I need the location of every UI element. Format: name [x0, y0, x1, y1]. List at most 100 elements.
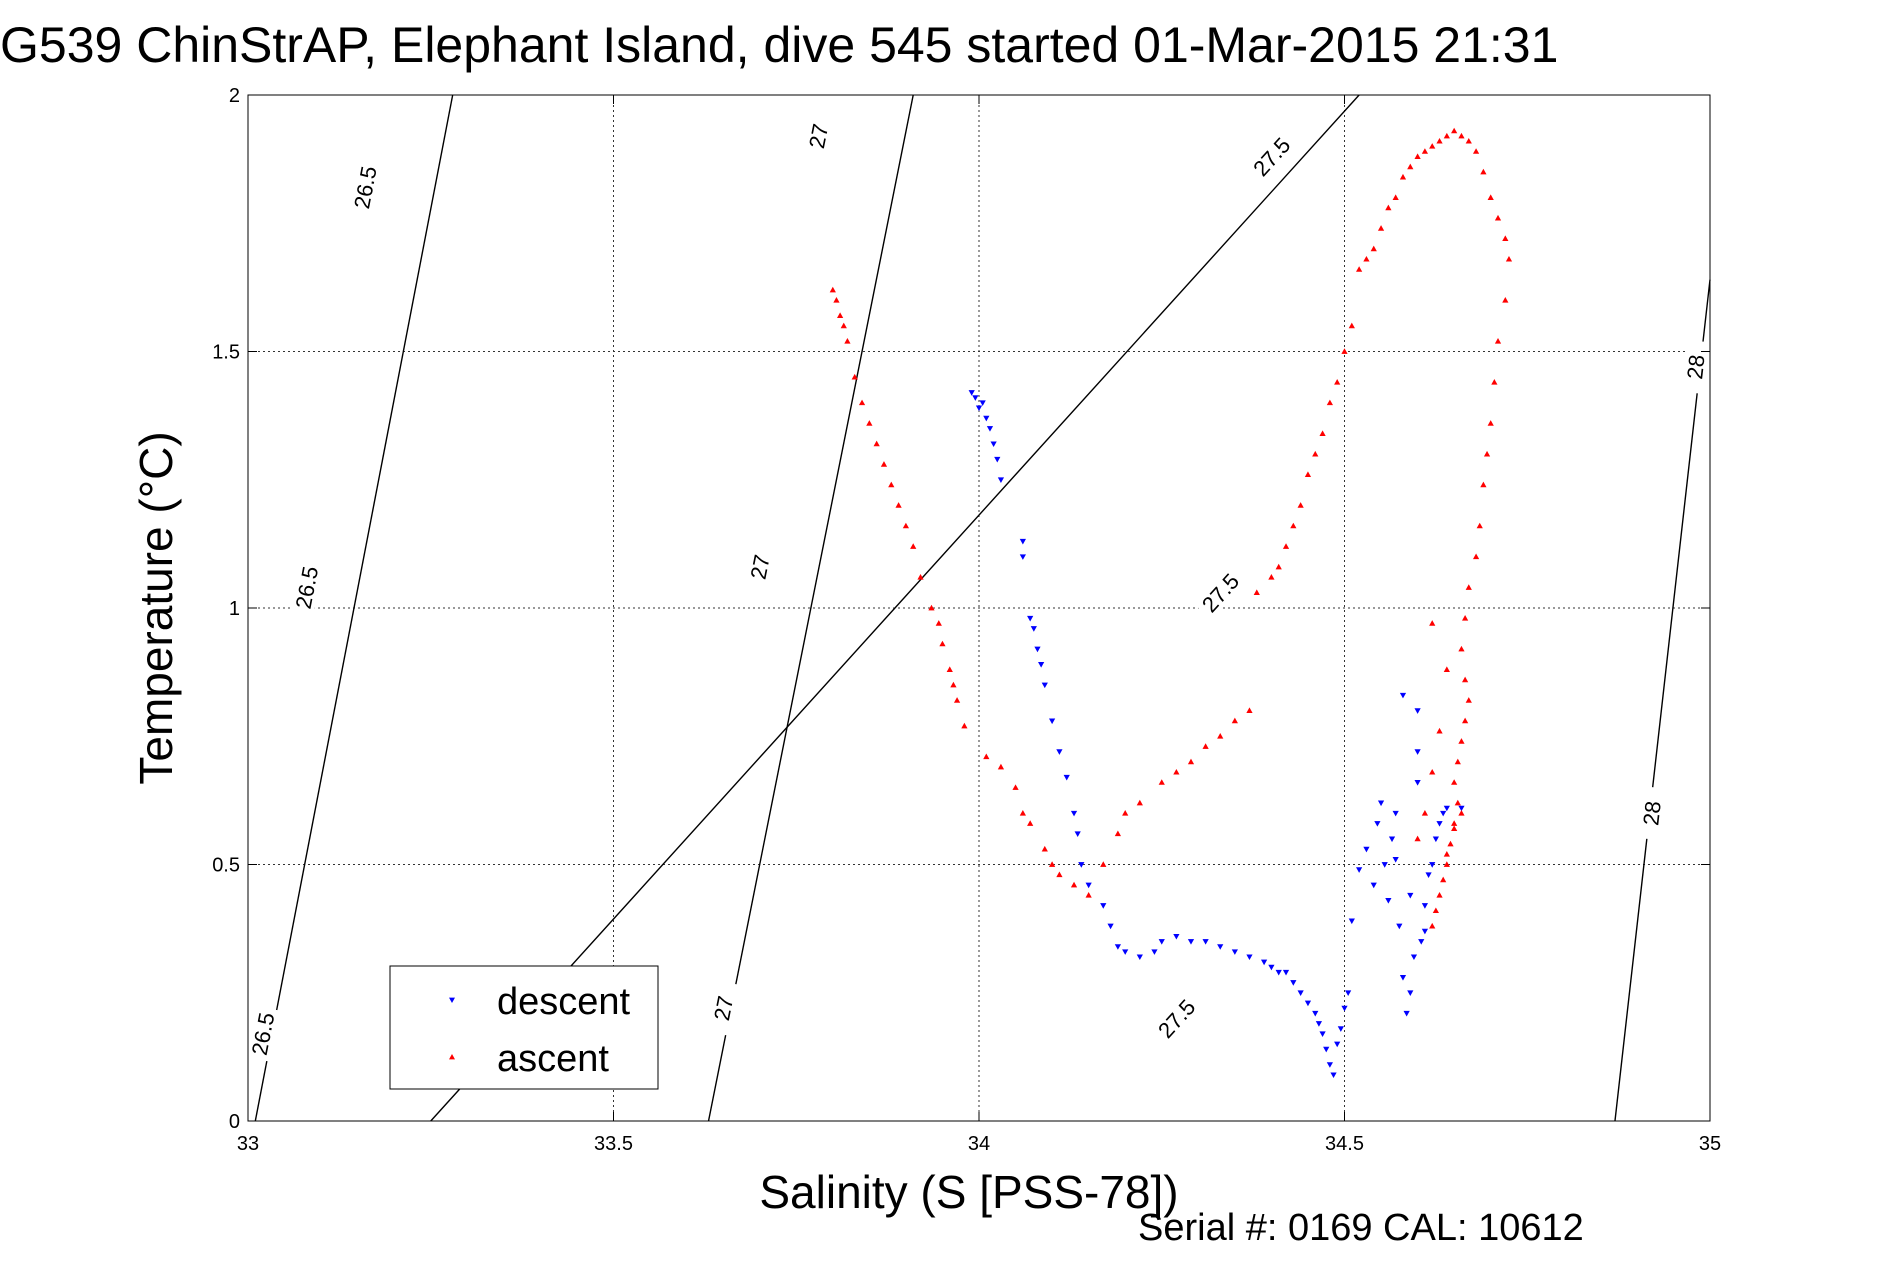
descent-point-55	[1363, 846, 1370, 853]
descent-point-80	[1458, 805, 1465, 812]
descent-point-47	[1326, 1062, 1333, 1068]
descent-point-75	[1436, 821, 1443, 827]
ascent-point-18	[946, 666, 953, 672]
ascent-point-7	[866, 420, 873, 426]
ascent-point-53	[1334, 379, 1341, 385]
isopycnal-label-bg-1-2	[801, 108, 836, 164]
descent-point-7	[994, 456, 1001, 463]
descent-point-20	[1074, 831, 1081, 837]
descent-point-0	[968, 390, 975, 396]
ascent-point-24	[1012, 784, 1019, 790]
isopycnal-label-bg-2-0	[1150, 991, 1203, 1046]
ascent-point-61	[1392, 194, 1399, 200]
ascent-point-20	[953, 697, 961, 703]
isopycnal-label-0-2: 26.5	[349, 164, 382, 211]
ascent-point-1	[833, 296, 840, 303]
ascent-point-49	[1304, 471, 1312, 477]
x-tick-label-0: 33	[237, 1133, 259, 1155]
descent-point-59	[1381, 862, 1388, 868]
ascent-point-63	[1407, 163, 1414, 170]
descent-point-2	[975, 405, 983, 412]
serial-cal-footer: Serial #: 0169 CAL: 10612	[1138, 1207, 1584, 1249]
descent-point-45	[1319, 1031, 1326, 1038]
descent-point-34	[1231, 949, 1238, 955]
ascent-point-104	[1421, 809, 1429, 816]
isopycnal-label-bg-1-1	[742, 539, 777, 595]
y-tick-label-0: 0	[229, 1111, 240, 1133]
legend-box	[389, 965, 659, 1090]
ascent-point-23	[997, 763, 1005, 770]
descent-point-53	[1348, 918, 1355, 925]
ascent-point-33	[1114, 830, 1121, 837]
ascent-point-6	[858, 399, 866, 406]
descent-point-35	[1246, 954, 1253, 961]
ascent-point-87	[1462, 615, 1469, 621]
legend-marker-ascent	[449, 1054, 455, 1060]
grid	[248, 95, 1710, 1121]
descent-point-56	[1370, 882, 1377, 889]
ascent-point-51	[1319, 430, 1326, 436]
ascent-point-29	[1056, 871, 1063, 878]
descent-point-37	[1268, 964, 1275, 971]
ascent-point-47	[1290, 522, 1297, 529]
descent-point-67	[1410, 954, 1418, 961]
descent-point-39	[1282, 969, 1290, 976]
ascent-point-92	[1458, 738, 1465, 744]
ascent-point-79	[1494, 338, 1502, 344]
ascent-point-71	[1465, 137, 1472, 144]
descent-point-44	[1315, 1021, 1323, 1027]
ascent-point-27	[1041, 845, 1048, 852]
ascent-point-39	[1202, 743, 1209, 749]
isopycnal-line-1	[707, 94, 914, 1122]
ascent-point-37	[1173, 768, 1180, 775]
descent-point-27	[1136, 954, 1143, 961]
descent-point-5	[986, 426, 994, 432]
ascent-point-16	[935, 620, 942, 626]
descent-point-11	[1027, 615, 1034, 622]
ascent-point-91	[1462, 717, 1469, 724]
descent-point-68	[1414, 749, 1421, 755]
ascent-point-84	[1476, 522, 1483, 529]
descent-point-14	[1038, 662, 1045, 668]
y-tick-label-3: 1.5	[212, 342, 240, 364]
descent-point-19	[1070, 810, 1078, 817]
descent-point-16	[1048, 718, 1056, 725]
ascent-point-12	[902, 522, 910, 529]
y-tick-label-4: 2	[229, 85, 240, 107]
ascent-point-69	[1451, 127, 1458, 134]
ascent-point-81	[1487, 420, 1494, 426]
ascent-point-55	[1348, 322, 1355, 329]
descent-point-28	[1151, 949, 1158, 955]
descent-point-13	[1034, 646, 1041, 653]
descent-point-23	[1100, 903, 1107, 909]
ascent-point-40	[1217, 733, 1224, 739]
descent-point-33	[1217, 944, 1224, 950]
descent-point-15	[1041, 682, 1048, 689]
descent-point-79	[1443, 805, 1450, 812]
descent-point-9	[1019, 538, 1026, 545]
ascent-point-102	[1429, 922, 1436, 929]
isopycnal-label-1-1: 27	[746, 553, 775, 582]
ascent-point-109	[1443, 851, 1450, 857]
isopycnal-label-bg-2-2	[1245, 129, 1298, 184]
ascent-point-106	[1436, 727, 1443, 734]
descent-point-63	[1396, 923, 1403, 930]
descent-point-57	[1374, 821, 1381, 827]
ascent-point-57	[1363, 255, 1370, 262]
ascent-point-88	[1458, 645, 1465, 652]
descent-point-58	[1377, 800, 1385, 807]
descent-point-25	[1114, 944, 1121, 950]
descent-point-6	[990, 441, 997, 448]
ascent-point-21	[961, 722, 968, 729]
isopycnal-label-1-0: 27	[709, 994, 738, 1023]
descent-point-42	[1304, 1000, 1312, 1007]
ascent-point-72	[1472, 148, 1480, 154]
ascent-point-82	[1483, 450, 1491, 457]
descent-point-50	[1337, 1026, 1344, 1032]
ascent-point-3	[840, 322, 847, 329]
ascent-point-86	[1465, 584, 1472, 590]
ascent-point-105	[1429, 768, 1436, 775]
ascent-point-99	[1440, 876, 1447, 883]
ascent-point-8	[873, 440, 880, 447]
ascent-point-75	[1494, 214, 1502, 221]
